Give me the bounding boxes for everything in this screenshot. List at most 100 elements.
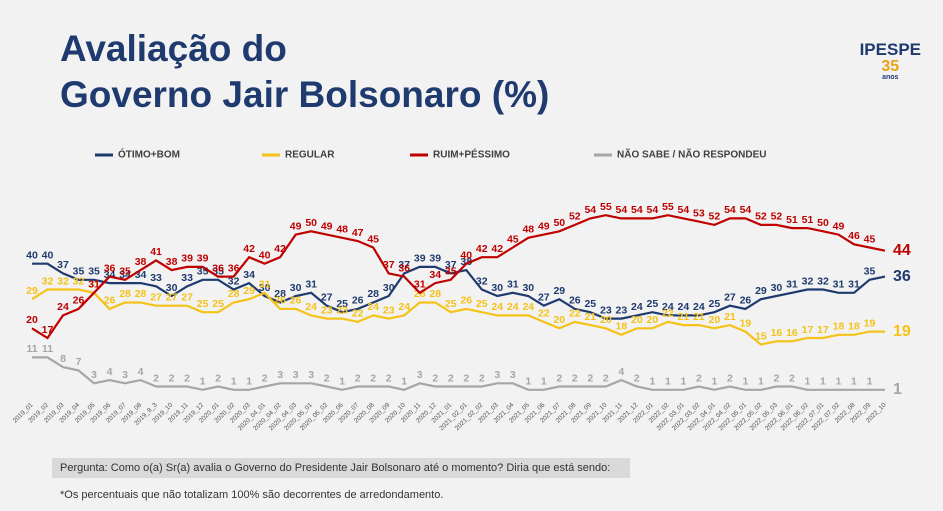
data-label: 1 (246, 376, 252, 388)
data-label: 50 (553, 217, 565, 229)
chart: ÓTIMO+BOM REGULAR RUIM+PÉSSIMO NÃO SABE / N… (12, 148, 911, 433)
data-label: 2 (603, 372, 609, 384)
data-label: 3 (277, 369, 283, 381)
data-label: 19 (893, 323, 911, 340)
data-label: 26 (352, 295, 364, 307)
data-label: 38 (166, 256, 178, 268)
data-label: 31 (88, 279, 100, 291)
data-label: 24 (693, 301, 705, 313)
data-label: 11 (42, 343, 53, 355)
data-label: 20 (631, 314, 643, 326)
data-label: 11 (26, 343, 37, 355)
data-label: 2 (774, 372, 780, 384)
data-label: 22 (569, 308, 581, 320)
data-label: 1 (231, 376, 237, 388)
data-label: 24 (522, 301, 534, 313)
data-label: 32 (817, 275, 829, 287)
data-label: 27 (166, 291, 178, 303)
data-label: 27 (181, 291, 193, 303)
data-label: 4 (107, 366, 113, 378)
data-label: 16 (771, 327, 783, 339)
data-label: 24 (398, 301, 410, 313)
data-label: 2 (727, 372, 733, 384)
data-label: 2 (355, 372, 361, 384)
data-label: 28 (429, 288, 441, 300)
data-label: 20 (600, 314, 612, 326)
data-label: 24 (678, 301, 690, 313)
data-label: 32 (476, 275, 488, 287)
data-label: 28 (274, 288, 286, 300)
data-label: 3 (417, 369, 423, 381)
data-label: 3 (510, 369, 516, 381)
data-label: 24 (367, 301, 379, 313)
data-label: 26 (73, 295, 85, 307)
data-label: 36 (893, 268, 911, 285)
data-label: 17 (42, 324, 54, 336)
data-label: 1 (742, 376, 748, 388)
question: Pergunta: Como o(a) Sr(a) avalia o Gover… (52, 458, 630, 478)
data-label: 32 (42, 275, 54, 287)
data-label: 19 (740, 317, 752, 329)
data-label: 33 (150, 272, 162, 284)
data-label: 3 (293, 369, 299, 381)
data-label: 35 (119, 266, 131, 278)
data-label: 1 (200, 376, 206, 388)
data-label: 32 (228, 275, 240, 287)
data-label: 27 (724, 291, 736, 303)
data-label: 35 (197, 266, 209, 278)
data-label: 1 (711, 376, 717, 388)
data-label: 50 (817, 217, 829, 229)
data-label: 26 (740, 295, 752, 307)
data-label: 26 (460, 295, 472, 307)
series-line (31, 288, 885, 346)
data-label: 52 (771, 211, 783, 223)
data-label: 1 (680, 376, 686, 388)
data-label: 21 (693, 311, 705, 323)
data-label: 17 (817, 324, 829, 336)
data-label: 2 (448, 372, 454, 384)
data-label: 29 (243, 285, 255, 297)
data-label: 47 (352, 227, 364, 239)
logo-sub: anos (882, 74, 899, 81)
data-label: 48 (336, 224, 348, 236)
data-label: 44 (893, 242, 911, 259)
logo-years: 35 (881, 58, 900, 75)
data-label: 1 (525, 376, 531, 388)
data-label: 2 (789, 372, 795, 384)
data-label: 54 (647, 204, 659, 216)
legend-label: ÓTIMO+BOM (118, 148, 180, 161)
data-label: 25 (197, 298, 209, 310)
data-label: 3 (122, 369, 128, 381)
series-line (32, 356, 885, 391)
data-label: 52 (755, 211, 767, 223)
data-label: 25 (212, 298, 224, 310)
data-label: 23 (383, 304, 395, 316)
data-label: 28 (228, 288, 240, 300)
data-label: 32 (57, 275, 69, 287)
data-label: 39 (197, 253, 209, 265)
data-label: 30 (259, 282, 271, 294)
data-label: 17 (802, 324, 814, 336)
data-label: 18 (833, 321, 845, 333)
data-label: 2 (153, 372, 159, 384)
data-label: 40 (26, 249, 38, 261)
data-label: 7 (76, 356, 82, 368)
data-label: 54 (740, 204, 752, 216)
data-label: 24 (662, 301, 674, 313)
data-label: 8 (60, 353, 66, 365)
data-label: 35 (88, 266, 100, 278)
data-label: 16 (786, 327, 798, 339)
data-label: 55 (662, 201, 674, 213)
data-label: 25 (336, 298, 348, 310)
data-label: 27 (150, 291, 162, 303)
data-label: 31 (833, 279, 845, 291)
data-label: 2 (556, 372, 562, 384)
data-label: 36 (104, 262, 116, 274)
data-label: 31 (786, 279, 798, 291)
data-label: 1 (339, 376, 345, 388)
data-label: 2 (479, 372, 485, 384)
data-label: 25 (445, 298, 457, 310)
data-label: 23 (600, 304, 612, 316)
data-label: 3 (308, 369, 314, 381)
